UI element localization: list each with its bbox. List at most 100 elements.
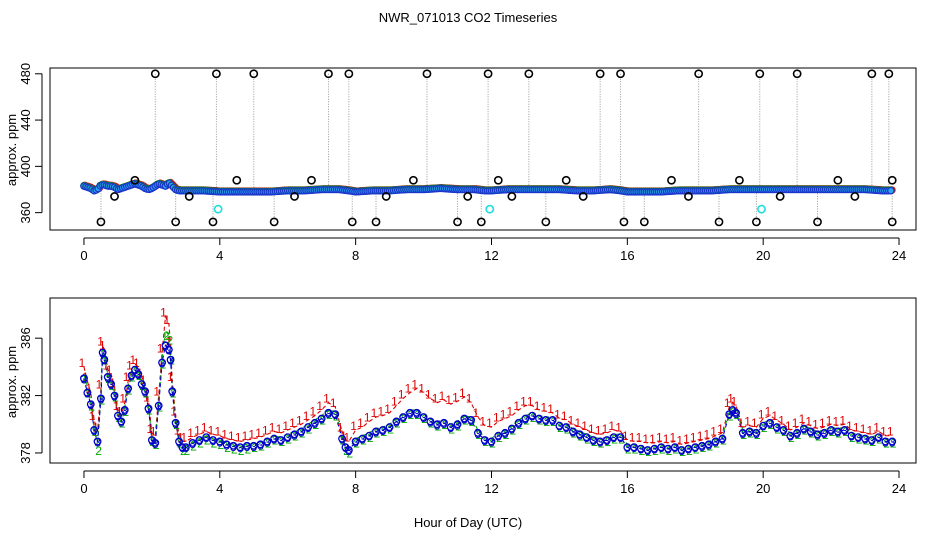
top-flag-mid — [578, 192, 588, 201]
bottom-series3-point — [317, 414, 326, 423]
bottom-series1-label: 1 — [350, 419, 357, 433]
bottom-series3-point — [86, 400, 95, 409]
bottom-series3-point — [575, 430, 584, 439]
bottom-series3-label: 3 — [264, 435, 271, 449]
bottom-series2-label: 2 — [442, 418, 449, 432]
bottom-series3-point — [141, 387, 150, 396]
bottom-series2-label: 2 — [143, 386, 150, 400]
bottom-series2-label: 2 — [414, 408, 421, 422]
top-flag-high — [867, 69, 877, 79]
bottom-series3-point — [195, 436, 204, 444]
bottom-series1-label: 1 — [187, 426, 194, 440]
bottom-series1-label: 1 — [452, 390, 459, 404]
bottom-series1-label: 1 — [344, 430, 351, 444]
bottom-series2-label: 2 — [734, 408, 741, 422]
bottom-series2-label: 2 — [367, 431, 374, 445]
bottom-series2-label: 2 — [168, 353, 175, 367]
top-x-tick-label: 12 — [484, 248, 498, 263]
bottom-series2-label: 2 — [109, 379, 116, 393]
bottom-series3-label: 3 — [379, 424, 386, 438]
bottom-series3-label: 3 — [115, 410, 122, 424]
bottom-series3-label: 3 — [176, 435, 183, 449]
bottom-series3-point — [399, 413, 408, 422]
bottom-series2-label: 2 — [768, 418, 775, 432]
bottom-series3-label: 3 — [529, 410, 536, 424]
bottom-series3-point — [96, 394, 105, 403]
bottom-series3-label: 3 — [638, 443, 645, 457]
bottom-series3-label: 3 — [814, 428, 821, 442]
bottom-series1-label: 1 — [164, 313, 171, 327]
bottom-series1-label: 1 — [143, 390, 150, 404]
bottom-series3-label: 3 — [223, 438, 230, 452]
bottom-series1-label: 1 — [228, 429, 235, 443]
top-flag-high — [595, 69, 605, 79]
bottom-series2-label: 2 — [720, 434, 727, 448]
top-flag-mid — [887, 175, 897, 185]
bottom-series3-point — [144, 404, 153, 413]
bottom-series2-label: 2 — [754, 428, 761, 442]
bottom-series2-label: 2 — [876, 432, 883, 446]
figure-title: NWR_071013 CO2 Timeseries — [379, 10, 558, 25]
bottom-series1-label: 1 — [853, 420, 860, 434]
bottom-series1-label: 1 — [130, 353, 137, 367]
bottom-series1-label: 1 — [574, 416, 581, 430]
bottom-series2-label: 2 — [686, 444, 693, 458]
bottom-y-tick-label: 378 — [18, 442, 33, 464]
bottom-series1-label: 1 — [119, 392, 126, 406]
bottom-series3-label: 3 — [167, 354, 174, 368]
top-flag-mid — [493, 175, 503, 185]
bottom-series3-point — [793, 428, 802, 437]
bottom-series3-label: 3 — [780, 424, 787, 438]
bottom-series3-label: 3 — [81, 372, 88, 386]
bottom-series2-label: 2 — [802, 424, 809, 438]
bottom-series3-label: 3 — [400, 411, 407, 425]
bottom-series3-label: 3 — [111, 390, 118, 404]
bottom-series1-label: 1 — [622, 429, 629, 443]
bottom-series3-label: 3 — [196, 434, 203, 448]
bottom-series1-label: 1 — [133, 356, 140, 370]
bottom-series3-label: 3 — [712, 435, 719, 449]
bottom-series2-label: 2 — [516, 418, 523, 432]
bottom-series2-label: 2 — [666, 444, 673, 458]
bottom-x-tick-label: 24 — [892, 481, 906, 496]
bottom-series1-label: 1 — [235, 430, 242, 444]
bottom-series3-label: 3 — [461, 413, 468, 427]
top-flag-high — [792, 69, 802, 79]
top-flag-mid — [232, 175, 242, 185]
top-flag-high — [524, 69, 534, 79]
bottom-series3-label: 3 — [138, 378, 145, 392]
bottom-series3-label: 3 — [862, 433, 869, 447]
bottom-series1-label: 1 — [157, 342, 164, 356]
bottom-series3-point — [158, 358, 167, 367]
top-flag-mid — [110, 192, 119, 201]
bottom-series3-label: 3 — [821, 427, 828, 441]
bottom-series1-label: 1 — [160, 306, 167, 320]
bottom-series1-label: 1 — [85, 382, 92, 396]
top-flag-cyan — [213, 204, 223, 214]
bottom-series2-label: 2 — [95, 444, 102, 458]
bottom-series2-label: 2 — [306, 422, 313, 436]
bottom-series3-label: 3 — [284, 431, 291, 445]
bottom-series1-label: 1 — [727, 392, 734, 406]
bottom-series3-label: 3 — [610, 431, 617, 445]
bottom-series1-label: 1 — [867, 423, 874, 437]
bottom-series1-label: 1 — [676, 433, 683, 447]
bottom-series3-label: 3 — [875, 431, 882, 445]
bottom-series1-label: 1 — [208, 423, 215, 437]
bottom-series3-label: 3 — [672, 441, 679, 455]
bottom-series2-label: 2 — [374, 427, 381, 441]
bottom-series3-point — [93, 437, 102, 446]
bottom-series1-label: 1 — [873, 420, 880, 434]
bottom-series3-label: 3 — [339, 433, 346, 447]
bottom-series1-label: 1 — [296, 413, 303, 427]
bottom-series3-point — [603, 436, 611, 444]
bottom-series3-label: 3 — [848, 430, 855, 444]
top-data-series — [80, 178, 896, 196]
top-flag-low — [96, 217, 106, 227]
bottom-series2-label: 2 — [265, 437, 272, 451]
bottom-series1-label: 1 — [568, 413, 575, 427]
top-y-axis: 360 400 440 480 — [18, 63, 43, 223]
bottom-series1-label: 1 — [201, 420, 208, 434]
bottom-series3-label: 3 — [332, 408, 339, 422]
